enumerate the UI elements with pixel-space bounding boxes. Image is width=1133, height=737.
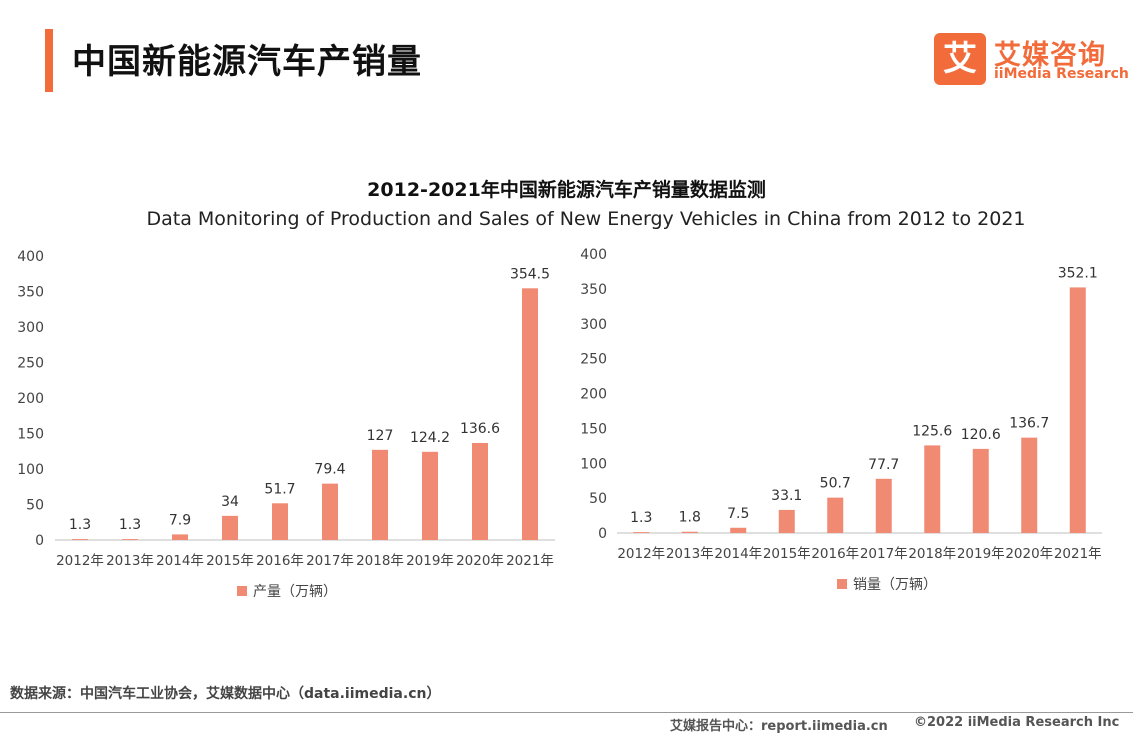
data-label: 50.7 (820, 476, 851, 492)
x-tick-label: 2014年 (714, 546, 762, 562)
chart-subtitle: Data Monitoring of Production and Sales … (146, 208, 1026, 230)
x-tick-label: 2012年 (56, 553, 104, 569)
y-tick-label: 300 (580, 317, 607, 333)
y-tick-label: 50 (26, 498, 44, 514)
bar (827, 497, 844, 533)
y-tick-label: 100 (17, 462, 44, 478)
y-tick-label: 300 (17, 320, 44, 336)
title-accent-bar (45, 29, 53, 92)
data-label: 125.6 (912, 423, 952, 439)
data-label: 7.5 (727, 506, 749, 522)
y-tick-label: 150 (580, 421, 607, 437)
data-label: 51.7 (264, 481, 295, 497)
data-label: 1.8 (679, 510, 701, 526)
bar (730, 527, 747, 533)
y-tick-label: 50 (589, 491, 607, 507)
bar (1069, 287, 1086, 533)
bar (322, 483, 338, 540)
x-tick-label: 2021年 (506, 553, 554, 569)
x-tick-label: 2013年 (666, 546, 714, 562)
y-tick-label: 200 (17, 391, 44, 407)
x-tick-label: 2020年 (1005, 546, 1053, 562)
production-bar-chart: 0 50 100 150 200 250 300 350 400 1.3 2012年 1.3 2013年… (17, 249, 555, 600)
page-title: 中国新能源汽车产销量 (72, 42, 422, 82)
footer-copyright: ©2022 iiMedia Research Inc (914, 715, 1120, 730)
bar (875, 478, 892, 533)
data-label: 34 (221, 494, 239, 510)
footer-report-center: 艾媒报告中心：report.iimedia.cn (670, 719, 888, 734)
x-tick-label: 2014年 (156, 553, 204, 569)
legend-swatch (837, 579, 847, 589)
data-label: 77.7 (868, 457, 899, 473)
logo-name-en: iiMedia Research (994, 66, 1129, 82)
x-tick-label: 2013年 (106, 553, 154, 569)
bar (72, 539, 88, 540)
data-label: 127 (367, 428, 394, 444)
data-label: 120.6 (961, 427, 1001, 443)
bar (778, 509, 795, 533)
data-label: 136.6 (460, 421, 500, 437)
y-tick-label: 0 (598, 526, 607, 542)
bar (422, 451, 438, 540)
bar (924, 445, 941, 533)
data-label: 124.2 (410, 430, 450, 446)
x-tick-label: 2019年 (406, 553, 454, 569)
logo-mark-icon: 艾 (934, 33, 986, 85)
data-label: 7.9 (169, 512, 191, 528)
y-tick-label: 100 (580, 456, 607, 472)
chart-title: 2012-2021年中国新能源汽车产销量数据监测 (367, 179, 766, 201)
data-label: 79.4 (314, 462, 345, 478)
bar (681, 531, 698, 533)
x-tick-label: 2021年 (1054, 546, 1102, 562)
bar (633, 532, 650, 533)
x-tick-label: 2018年 (908, 546, 956, 562)
data-label: 354.5 (510, 266, 550, 282)
bar (222, 515, 238, 540)
y-tick-label: 200 (580, 387, 607, 403)
data-label: 352.1 (1058, 265, 1098, 281)
y-tick-label: 350 (580, 282, 607, 298)
brand-logo: 艾 艾媒咨询 iiMedia Research (934, 33, 1129, 85)
data-label: 136.7 (1009, 416, 1049, 432)
y-tick-label: 0 (35, 533, 44, 549)
x-tick-label: 2016年 (811, 546, 859, 562)
data-label: 1.3 (119, 517, 141, 533)
x-tick-label: 2015年 (206, 553, 254, 569)
bar (372, 449, 388, 540)
y-tick-label: 250 (17, 356, 44, 372)
x-tick-label: 2017年 (306, 553, 354, 569)
x-tick-label: 2018年 (356, 553, 404, 569)
sales-bar-chart: 0 50 100 150 200 250 300 350 400 1.3 2012年 1.8 2013年… (580, 247, 1102, 593)
legend-label: 产量（万辆） (253, 584, 337, 600)
footer-divider (0, 712, 1133, 713)
legend-label: 销量（万辆） (853, 577, 937, 593)
x-tick-label: 2020年 (456, 553, 504, 569)
logo-name-cn: 艾媒咨询 (994, 40, 1106, 71)
x-tick-label: 2016年 (256, 553, 304, 569)
y-tick-label: 150 (17, 427, 44, 443)
y-tick-label: 350 (17, 285, 44, 301)
x-tick-label: 2012年 (617, 546, 665, 562)
bar (172, 534, 188, 540)
x-tick-label: 2019年 (957, 546, 1005, 562)
x-tick-label: 2015年 (763, 546, 811, 562)
legend-swatch (237, 586, 247, 596)
bar (472, 443, 488, 540)
y-tick-label: 250 (580, 352, 607, 368)
x-tick-label: 2017年 (860, 546, 908, 562)
data-source-note: 数据来源：中国汽车工业协会，艾媒数据中心（data.iimedia.cn） (10, 686, 441, 702)
bar (272, 503, 288, 540)
y-tick-label: 400 (17, 249, 44, 265)
bar (122, 539, 138, 540)
bar (972, 448, 989, 533)
data-label: 33.1 (771, 488, 802, 504)
bar (522, 288, 538, 540)
data-label: 1.3 (69, 517, 91, 533)
data-label: 1.3 (630, 510, 652, 526)
bar (1021, 437, 1038, 533)
y-tick-label: 400 (580, 247, 607, 263)
